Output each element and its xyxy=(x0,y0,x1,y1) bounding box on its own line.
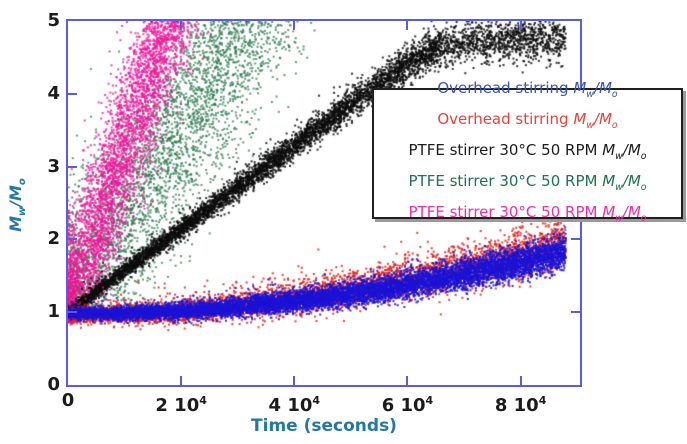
axis-tick xyxy=(519,21,522,30)
axis-tick xyxy=(519,376,522,385)
axis-tick xyxy=(68,165,77,168)
x-tick-mantissa: 8 10 xyxy=(494,395,539,416)
x-tick-exponent: 4 xyxy=(425,394,434,407)
legend-item-text: Overhead stirring xyxy=(437,79,569,97)
mw-mo-ratio: Mw/Mo xyxy=(573,79,618,100)
x-tick-mantissa: 6 10 xyxy=(381,395,426,416)
axis-tick xyxy=(180,21,183,30)
y-tick-label: 0 xyxy=(47,374,60,395)
x-tick-label: 2 104 xyxy=(136,390,226,417)
legend-item: Overhead stirring Mw/Mo xyxy=(374,107,681,138)
x-tick-label: 8 104 xyxy=(476,390,566,417)
axis-tick xyxy=(406,21,409,30)
axis-tick xyxy=(571,238,580,241)
x-tick-exponent: 4 xyxy=(538,394,547,407)
x-axis-title: Time (seconds) xyxy=(251,416,397,436)
x-tick-mantissa: 0 xyxy=(61,390,75,411)
legend-box: Overhead stirring Mw/Mo Overhead stirring… xyxy=(372,79,683,224)
x-tick-mantissa: 2 10 xyxy=(155,395,200,416)
legend-item-text: PTFE stirrer 30°C 50 RPM xyxy=(408,141,598,159)
axis-tick xyxy=(68,92,77,95)
y-tick-label: 5 xyxy=(47,10,60,31)
x-tick-label: 4 104 xyxy=(249,390,339,417)
axis-tick xyxy=(571,311,580,314)
y-axis-title: Mw/Mo xyxy=(6,150,28,260)
axis-tick xyxy=(68,311,77,314)
mw-mo-ratio: Mw/Mo xyxy=(602,203,647,224)
x-tick-mantissa: 4 10 xyxy=(268,395,313,416)
x-tick-label: 6 104 xyxy=(362,390,452,417)
x-tick-exponent: 4 xyxy=(199,394,207,407)
y-tick-label: 4 xyxy=(47,82,60,104)
legend-item: PTFE stirrer 30°C 50 RPM Mw/Mo xyxy=(374,200,681,231)
mw-mo-ratio: Mw/Mo xyxy=(573,110,618,131)
axis-tick xyxy=(68,238,77,241)
legend-item: Overhead stirring Mw/Mo xyxy=(374,76,681,107)
legend-item: PTFE stirrer 30°C 50 RPM Mw/Mo xyxy=(374,138,681,169)
legend-item: PTFE stirrer 30°C 50 RPM Mw/Mo xyxy=(374,169,681,200)
y-tick-label: 1 xyxy=(47,301,60,323)
y-tick-label: 3 xyxy=(47,155,60,177)
y-tick-label: 2 xyxy=(47,228,60,250)
legend-item-text: PTFE stirrer 30°C 50 RPM xyxy=(408,172,598,190)
axis-tick xyxy=(293,21,296,30)
axis-tick xyxy=(293,376,296,385)
axis-tick xyxy=(406,376,409,385)
x-tick-exponent: 4 xyxy=(312,394,321,407)
x-tick-label: 0 xyxy=(23,390,113,412)
legend-item-text: Overhead stirring xyxy=(437,110,569,128)
mw-mo-ratio: Mw/Mo xyxy=(602,172,647,193)
mw-mo-ratio: Mw/Mo xyxy=(5,178,29,232)
axis-tick xyxy=(180,376,183,385)
mw-mo-ratio: Mw/Mo xyxy=(602,141,647,162)
legend-item-text: PTFE stirrer 30°C 50 RPM xyxy=(408,203,598,221)
